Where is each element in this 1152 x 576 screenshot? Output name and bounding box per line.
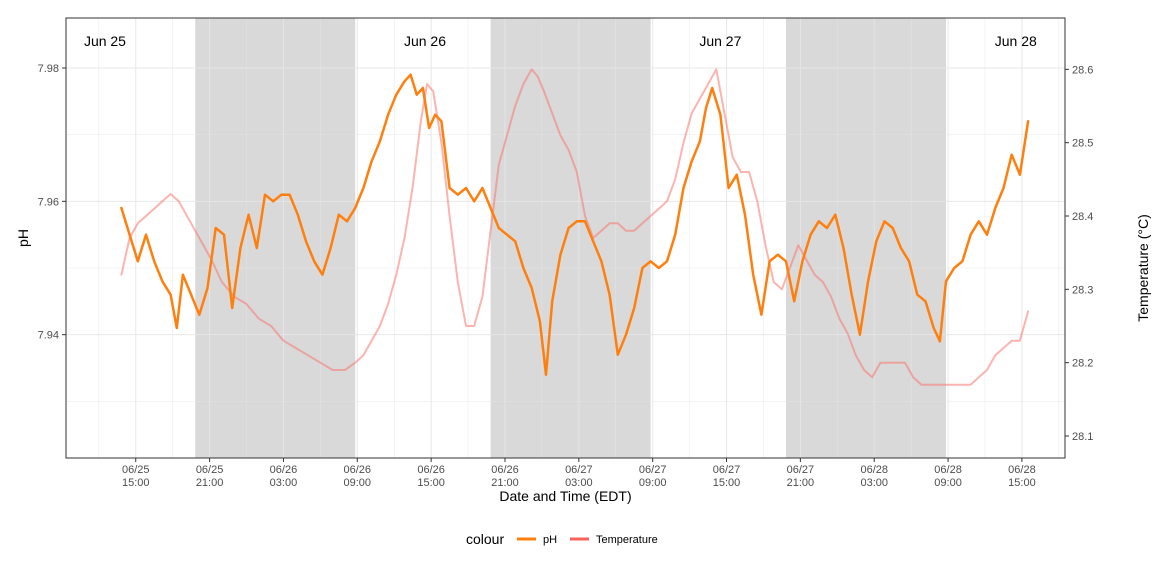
night-band-1 — [195, 18, 356, 458]
night-band-2 — [490, 18, 651, 458]
y2-tick-label: 28.5 — [1072, 138, 1093, 150]
y-tick-label: 7.98 — [38, 63, 59, 75]
day-label: Jun 25 — [84, 33, 126, 49]
x-tick-label: 06/27 15:00 — [713, 464, 741, 489]
y2-tick-label: 28.3 — [1072, 284, 1093, 296]
day-label: Jun 28 — [995, 33, 1037, 49]
day-labels: Jun 25 Jun 26 Jun 27 Jun 28 — [84, 33, 1037, 49]
y2-tick-label: 28.1 — [1072, 431, 1093, 443]
day-label: Jun 27 — [699, 33, 741, 49]
night-bands — [195, 18, 947, 458]
x-tick-label: 06/27 03:00 — [565, 464, 593, 489]
x-axis-title: Date and Time (EDT) — [499, 488, 631, 504]
legend-label-temperature: Temperature — [596, 534, 658, 546]
x-tick-label: 06/27 09:00 — [639, 464, 667, 489]
x-tick-label: 06/25 15:00 — [122, 464, 150, 489]
panel-border — [65, 17, 1066, 459]
series-line-ph — [120, 73, 1030, 376]
x-tick-label: 06/26 21:00 — [491, 464, 519, 489]
y2-tick-label: 28.6 — [1072, 64, 1093, 76]
axes: 06/25 15:00 06/25 21:00 06/26 03:00 06/26 09:00… — [38, 63, 1094, 489]
y2-tick-label: 28.2 — [1072, 358, 1093, 370]
x-tick-label: 06/26 15:00 — [417, 464, 445, 489]
x-tick-label: 06/28 09:00 — [934, 464, 962, 489]
y2-tick-label: 28.4 — [1072, 211, 1093, 223]
day-label: Jun 26 — [404, 33, 446, 49]
legend-label-ph: pH — [543, 534, 557, 546]
night-band-3 — [786, 18, 947, 458]
x-tick-label: 06/26 03:00 — [270, 464, 298, 489]
x-tick-label: 06/28 03:00 — [860, 464, 888, 489]
y-tick-label: 7.96 — [38, 196, 59, 208]
series-line-temperature — [120, 68, 1030, 386]
gridlines — [66, 18, 1065, 458]
y2-axis-title: Temperature (°C) — [1135, 214, 1151, 322]
y-tick-label: 7.94 — [38, 330, 59, 342]
series-lines — [120, 68, 1030, 386]
legend: colour pH Temperature — [466, 531, 658, 547]
x-tick-label: 06/25 21:00 — [196, 464, 224, 489]
legend-title: colour — [466, 531, 504, 547]
x-tick-label: 06/27 21:00 — [787, 464, 815, 489]
x-tick-label: 06/26 09:00 — [344, 464, 372, 489]
y-axis-title: pH — [15, 229, 31, 247]
x-tick-label: 06/28 15:00 — [1008, 464, 1036, 489]
